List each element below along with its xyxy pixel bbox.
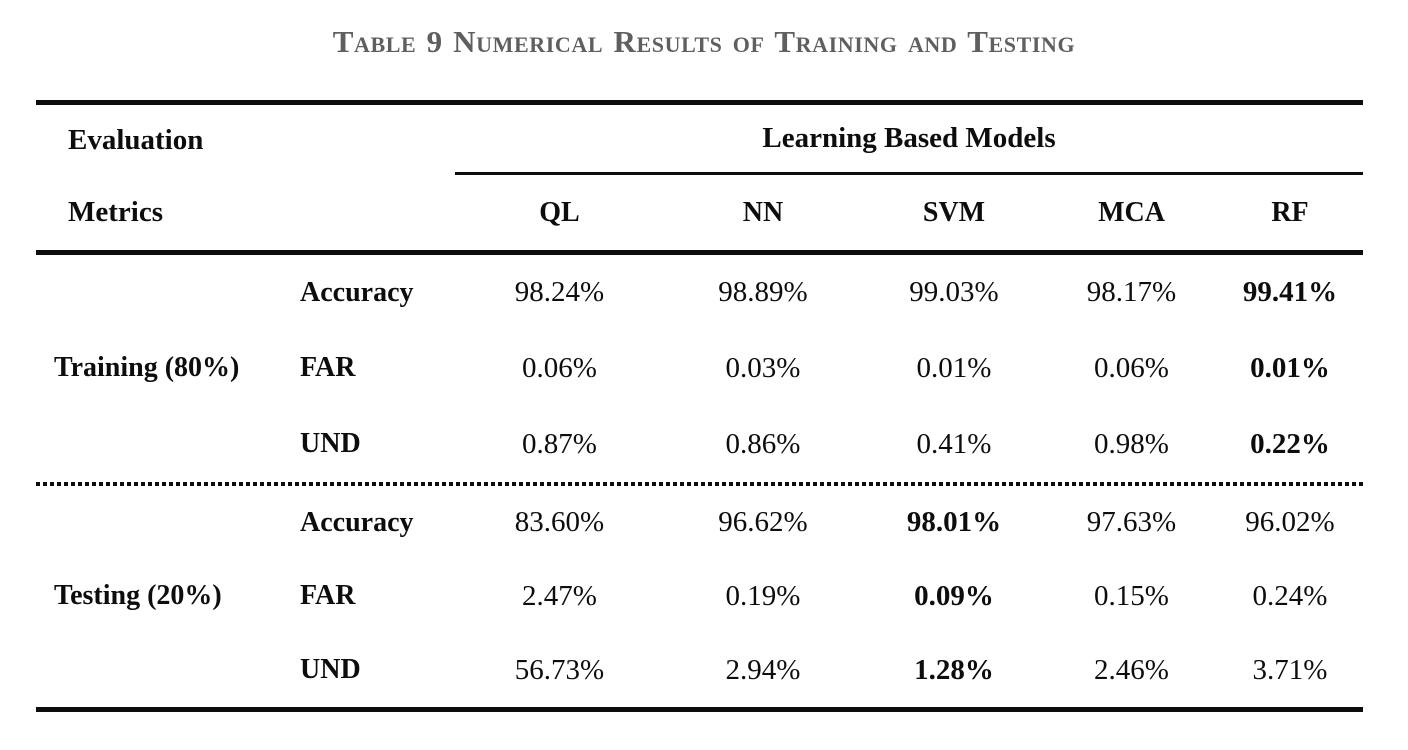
value-cell: 0.06% xyxy=(1094,351,1169,384)
value-cell: 0.01% xyxy=(916,351,992,384)
value-cell: 98.01% xyxy=(906,506,1002,539)
header-evaluation: Evaluation xyxy=(68,123,204,156)
value-cell: 98.24% xyxy=(514,276,605,309)
table-top-rule xyxy=(36,100,1363,105)
section-testing: Testing (20%) Accuracy 83.60% 96.62% 98.… xyxy=(36,486,1363,707)
value-cell: 0.15% xyxy=(1094,579,1169,612)
table-caption: Table 9 Numerical Results of Training an… xyxy=(332,24,1076,59)
value-cell: 99.03% xyxy=(909,276,999,309)
value-cell: 97.63% xyxy=(1086,506,1177,539)
section-label-testing: Testing (20%) xyxy=(54,580,222,612)
value-cell: 83.60% xyxy=(514,506,605,539)
value-cell: 98.89% xyxy=(718,276,808,309)
table-header: Evaluation Learning Based Models Metrics… xyxy=(36,105,1363,250)
value-cell: 1.28% xyxy=(914,653,994,686)
header-model-nn: NN xyxy=(742,196,784,228)
header-group-learning-based-models: Learning Based Models xyxy=(455,105,1363,175)
header-model-rf: RF xyxy=(1271,196,1309,228)
section-divider-dotted-rule xyxy=(36,482,1363,486)
value-cell: 56.73% xyxy=(514,653,605,686)
value-cell: 2.46% xyxy=(1094,653,1169,686)
value-cell: 98.17% xyxy=(1086,276,1177,309)
header-metrics: Metrics xyxy=(68,196,163,228)
table-bottom-rule xyxy=(36,707,1363,712)
value-cell: 0.86% xyxy=(725,427,801,460)
value-cell: 0.87% xyxy=(522,427,597,460)
value-cell: 0.98% xyxy=(1094,427,1169,460)
value-cell: 0.03% xyxy=(725,351,801,384)
value-cell: 0.19% xyxy=(725,579,801,612)
metric-label: UND xyxy=(300,428,361,460)
header-model-mca: MCA xyxy=(1098,196,1165,228)
value-cell: 96.02% xyxy=(1245,506,1335,539)
results-table: Evaluation Learning Based Models Metrics… xyxy=(36,100,1363,712)
metric-label: FAR xyxy=(300,580,356,612)
value-cell: 2.94% xyxy=(725,653,801,686)
header-model-ql: QL xyxy=(539,196,580,228)
value-cell: 2.47% xyxy=(522,579,597,612)
header-model-svm: SVM xyxy=(922,196,986,228)
metric-label: FAR xyxy=(300,352,356,384)
value-cell: 0.24% xyxy=(1252,579,1328,612)
value-cell: 0.06% xyxy=(522,351,597,384)
metric-label: Accuracy xyxy=(300,276,414,308)
metric-label: Accuracy xyxy=(300,506,414,538)
value-cell: 99.41% xyxy=(1242,276,1338,309)
value-cell: 96.62% xyxy=(718,506,808,539)
value-cell: 0.01% xyxy=(1250,351,1330,384)
section-label-training: Training (80%) xyxy=(54,352,240,384)
value-cell: 0.41% xyxy=(916,427,992,460)
value-cell: 0.09% xyxy=(914,579,994,612)
value-cell: 3.71% xyxy=(1252,653,1328,686)
metric-label: UND xyxy=(300,654,361,686)
section-training: Training (80%) Accuracy 98.24% 98.89% 99… xyxy=(36,255,1363,482)
value-cell: 0.22% xyxy=(1250,427,1330,460)
header-bottom-rule xyxy=(36,250,1363,255)
